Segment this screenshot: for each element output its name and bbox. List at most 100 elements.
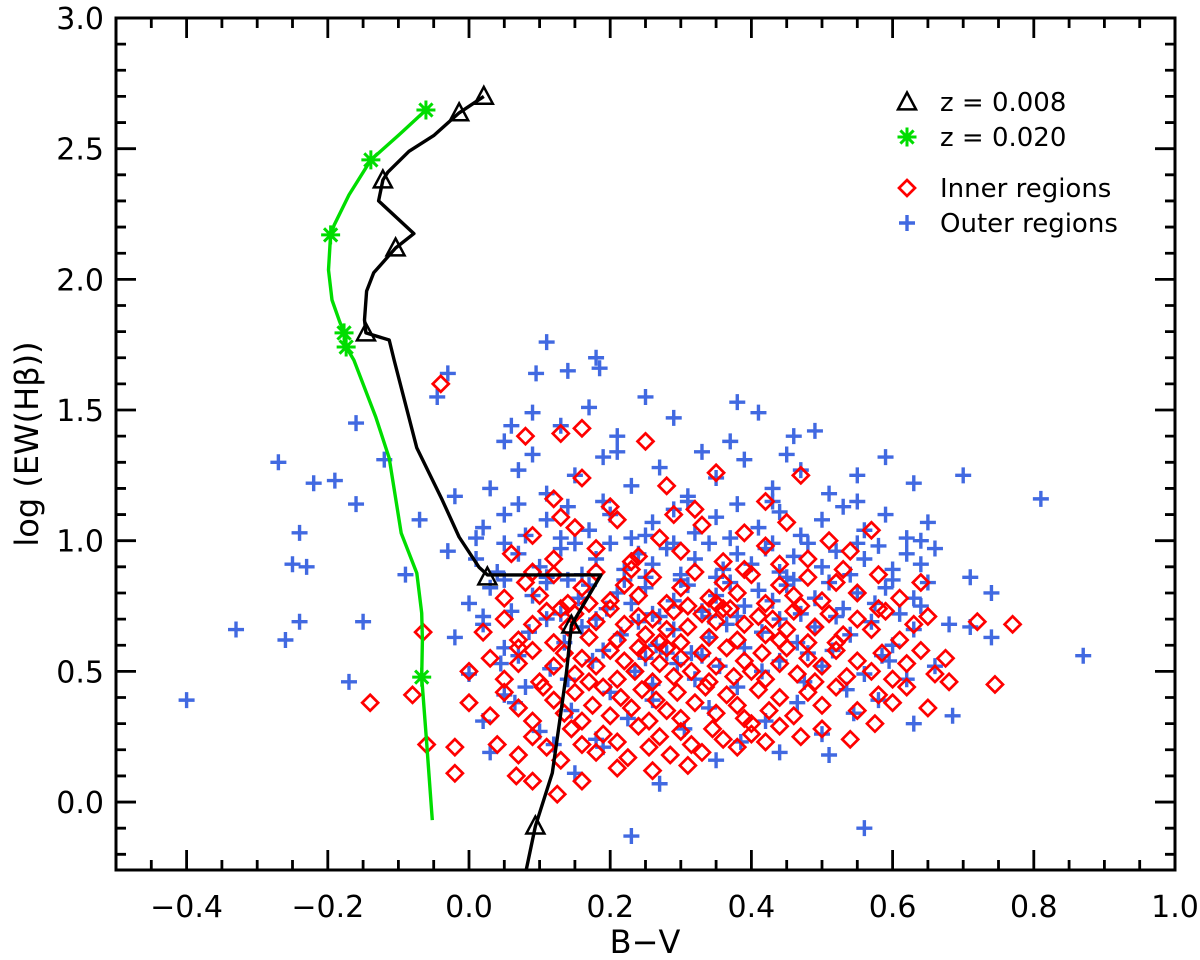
diamond-marker xyxy=(727,583,748,603)
diamond-marker xyxy=(639,711,659,731)
plus-marker xyxy=(626,663,643,680)
triangle-icon xyxy=(895,89,919,111)
series-z-0-008 xyxy=(354,84,603,871)
diamond-marker xyxy=(826,632,847,653)
diamond-marker xyxy=(550,507,571,528)
diamond-marker xyxy=(882,692,903,713)
plus-marker xyxy=(693,443,710,460)
diamond-marker xyxy=(713,598,734,619)
diamond-marker xyxy=(713,729,734,750)
diamond-marker xyxy=(875,601,896,622)
asterisk-marker xyxy=(412,667,432,687)
diamond-marker xyxy=(649,632,670,653)
legend: z = 0.008 z = 0.020 Inner regions Outer reg… xyxy=(895,88,1118,239)
diamond-marker xyxy=(702,718,723,739)
diamond-marker xyxy=(790,465,811,486)
asterisk-marker xyxy=(416,100,436,120)
diamond-marker xyxy=(522,771,543,792)
diamond-marker xyxy=(656,475,677,496)
diamond-marker xyxy=(720,598,741,619)
plus-marker xyxy=(482,579,499,596)
diamond-marker xyxy=(501,543,522,564)
plus-marker xyxy=(944,707,961,724)
diamond-marker xyxy=(480,648,501,669)
diamond-marker xyxy=(614,651,635,671)
diamond-marker xyxy=(762,609,783,630)
diamond-marker xyxy=(600,705,621,726)
triangle-marker xyxy=(472,84,495,106)
diamond-marker xyxy=(748,606,769,627)
diamond-marker xyxy=(787,664,808,684)
diamond-marker xyxy=(572,734,592,755)
diamond-marker xyxy=(579,627,599,648)
diamond-marker xyxy=(755,669,776,690)
diamond-marker xyxy=(752,643,772,663)
diamond-marker xyxy=(621,559,642,580)
plus-marker xyxy=(789,634,806,651)
diamond-marker xyxy=(656,637,677,658)
diamond-marker xyxy=(621,698,642,718)
diamond-marker xyxy=(635,643,656,663)
x-tick-label: 0.8 xyxy=(1010,890,1058,925)
plus-marker xyxy=(821,485,838,502)
plus-marker xyxy=(524,446,541,463)
diamond-marker xyxy=(868,598,889,619)
x-tick-label: 0.2 xyxy=(586,890,634,925)
diamond-marker xyxy=(1002,614,1023,635)
diamond-marker xyxy=(677,755,698,776)
legend-item-inner: Inner regions xyxy=(897,174,1111,204)
plus-marker xyxy=(898,545,915,562)
plus-marker xyxy=(517,679,534,696)
plus-marker xyxy=(566,535,583,552)
plus-marker xyxy=(792,527,809,544)
plus-marker xyxy=(496,535,513,552)
diamond-marker xyxy=(572,648,592,669)
plus-marker xyxy=(475,519,492,536)
diamond-marker xyxy=(635,624,656,645)
legend-item-outer: Outer regions xyxy=(899,209,1118,239)
plus-marker xyxy=(679,488,696,505)
plus-marker xyxy=(905,475,922,492)
plus-marker xyxy=(475,608,492,625)
plus-marker xyxy=(736,598,753,615)
diamond-marker xyxy=(847,609,868,630)
diamond-marker xyxy=(769,687,790,708)
diamond-marker xyxy=(865,713,885,734)
diamond-marker xyxy=(670,721,691,742)
plus-marker xyxy=(814,726,830,743)
diamond-marker xyxy=(487,734,508,755)
diamond-marker xyxy=(642,760,663,781)
plus-marker xyxy=(528,365,545,382)
plus-marker xyxy=(729,545,746,562)
axis-ticks xyxy=(116,16,1177,870)
diamond-marker xyxy=(706,656,727,677)
asterisk-marker xyxy=(336,337,356,357)
plus-marker xyxy=(877,506,894,523)
x-tick-label: −0.2 xyxy=(291,890,364,925)
plus-marker xyxy=(510,462,527,479)
diamond-marker xyxy=(642,609,663,630)
diamond-marker xyxy=(670,708,691,729)
plus-marker xyxy=(630,613,647,630)
diamond-marker xyxy=(572,771,592,792)
diamond-marker xyxy=(903,614,924,635)
asterisk-marker xyxy=(361,150,381,170)
diamond-marker xyxy=(723,666,744,687)
plus-marker xyxy=(439,543,456,560)
plus-marker xyxy=(750,582,767,599)
diamond-marker xyxy=(847,700,868,721)
diamond-marker xyxy=(646,690,666,711)
diamond-marker xyxy=(564,517,585,538)
diamond-marker xyxy=(508,653,529,674)
plus-marker xyxy=(228,621,245,638)
diamond-marker xyxy=(917,606,938,627)
diamond-marker xyxy=(508,630,529,650)
diamond-marker xyxy=(840,729,861,750)
diamond-marker xyxy=(692,515,712,535)
plus-marker xyxy=(905,715,922,732)
diamond-marker xyxy=(444,737,465,758)
plus-marker xyxy=(644,605,661,622)
diamond-marker xyxy=(550,423,571,444)
diamond-marker xyxy=(543,564,564,585)
diamond-marker xyxy=(508,637,529,658)
